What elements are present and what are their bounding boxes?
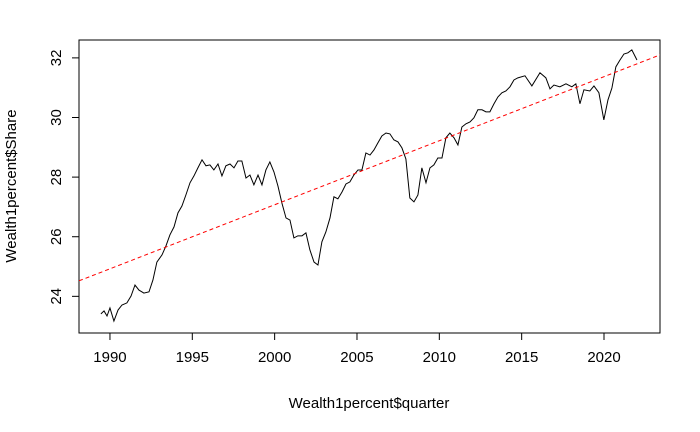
x-tick-label: 2005 (340, 349, 373, 366)
x-tick-label: 2000 (258, 349, 291, 366)
x-tick-label: 2015 (505, 349, 538, 366)
y-tick-label: 24 (48, 288, 65, 305)
y-tick-label: 30 (48, 109, 65, 126)
plot-box (78, 39, 661, 334)
y-axis-label: Wealth1percent$Share (3, 109, 20, 262)
data-line (100, 49, 638, 323)
trend-line (79, 54, 660, 282)
x-tick-label: 2010 (423, 349, 456, 366)
y-tick-label: 26 (48, 228, 65, 245)
x-tick-label: 2020 (587, 349, 620, 366)
y-tick-label: 32 (48, 50, 65, 67)
y-tick-label: 28 (48, 169, 65, 186)
x-tick-label: 1995 (176, 349, 209, 366)
x-axis-label: Wealth1percent$quarter (289, 395, 450, 412)
x-tick-label: 1990 (93, 349, 126, 366)
